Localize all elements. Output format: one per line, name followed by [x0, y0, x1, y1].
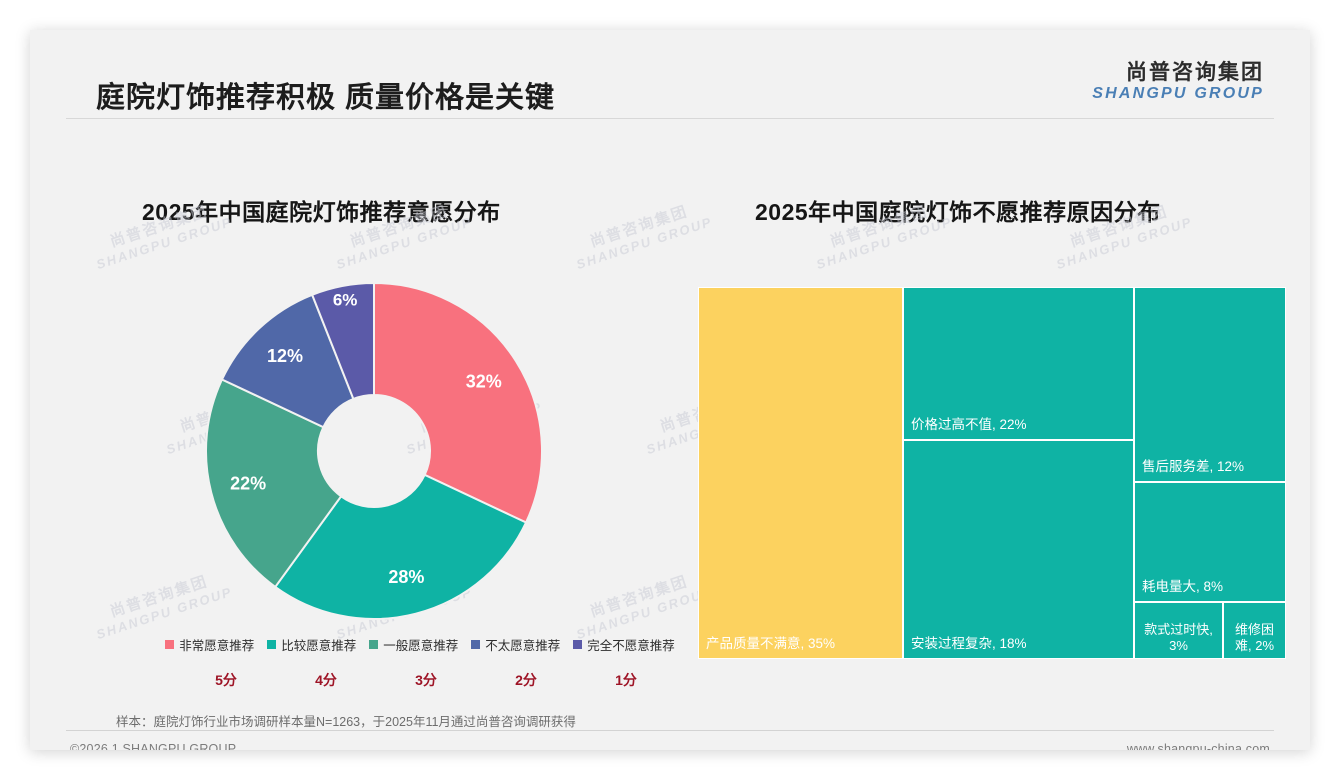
page-title: 庭院灯饰推荐积极 质量价格是关键	[96, 82, 556, 114]
score-label: 3分	[415, 672, 437, 688]
treemap-cell[interactable]: 安装过程复杂, 18%	[903, 440, 1134, 659]
treemap-cell-label: 款式过时快, 3%	[1144, 621, 1213, 653]
legend-item[interactable]: 非常愿意推荐	[165, 635, 254, 654]
treemap-cell[interactable]: 售后服务差, 12%	[1134, 287, 1286, 482]
slide-header: 庭院灯饰推荐积极 质量价格是关键 尚普咨询集团 SHANGPU GROUP	[30, 30, 1310, 122]
header-divider	[66, 118, 1274, 119]
left-chart-title: 2025年中国庭院灯饰推荐意愿分布	[142, 199, 501, 225]
donut-slice-label: 12%	[267, 346, 303, 366]
score-label: 5分	[215, 672, 237, 688]
sample-footnote: 样本：庭院灯饰行业市场调研样本量N=1263，于2025年11月通过尚普咨询调研…	[116, 715, 576, 729]
legend-label: 一般愿意推荐	[383, 639, 459, 653]
score-label: 1分	[615, 672, 637, 688]
donut-slice-label: 6%	[333, 291, 358, 310]
treemap-cell[interactable]: 款式过时快, 3%	[1134, 602, 1223, 659]
donut-slice-label: 28%	[388, 567, 424, 587]
donut-legend: 非常愿意推荐 比较愿意推荐 一般愿意推荐 不太愿意推荐 完全不愿意推荐	[150, 635, 690, 654]
legend-swatch-icon	[267, 640, 277, 649]
treemap-cell[interactable]: 耗电量大, 8%	[1134, 482, 1286, 602]
legend-label: 不太愿意推荐	[485, 639, 561, 653]
treemap-cell-label: 耗电量大, 8%	[1142, 579, 1224, 595]
legend-label: 完全不愿意推荐	[587, 639, 675, 653]
treemap-cell[interactable]: 产品质量不满意, 35%	[698, 287, 903, 659]
score-label: 4分	[315, 672, 337, 688]
brand-logo: 尚普咨询集团 SHANGPU GROUP	[1092, 61, 1264, 102]
legend-item[interactable]: 不太愿意推荐	[471, 635, 560, 654]
legend-label: 非常愿意推荐	[179, 639, 255, 653]
legend-item[interactable]: 一般愿意推荐	[369, 635, 458, 654]
treemap-cell-label: 安装过程复杂, 18%	[911, 636, 1027, 652]
donut-slice[interactable]	[220, 293, 355, 429]
treemap-chart: 产品质量不满意, 35% 价格过高不值, 22% 安装过程复杂, 18% 售后服务差,…	[698, 287, 1286, 659]
logo-english-text: SHANGPU GROUP	[1092, 84, 1264, 102]
treemap-cell[interactable]: 价格过高不值, 22%	[903, 287, 1134, 440]
treemap-cell-label: 维修困难, 2%	[1234, 621, 1274, 653]
donut-slice[interactable]	[310, 281, 375, 401]
donut-slice[interactable]	[205, 378, 343, 589]
donut-chart: 32% 28% 22% 12% 6%	[200, 277, 548, 625]
score-scale-row: 5分 4分 3分 2分 1分	[176, 670, 676, 690]
legend-swatch-icon	[165, 640, 175, 649]
treemap-cell-label: 产品质量不满意, 35%	[706, 636, 836, 652]
donut-slice[interactable]	[273, 473, 528, 620]
footer-copyright: ©2026.1 SHANGPU GROUP	[70, 742, 237, 750]
slide-canvas: 尚普咨询集团 SHANGPU GROUP 尚普咨询集团 SHANGPU GROUP 尚普…	[30, 30, 1310, 750]
legend-label: 比较愿意推荐	[281, 639, 357, 653]
legend-item[interactable]: 比较愿意推荐	[267, 635, 356, 654]
footer-divider	[66, 730, 1274, 731]
legend-swatch-icon	[573, 640, 583, 649]
right-chart-title: 2025年中国庭院灯饰不愿推荐原因分布	[755, 199, 1161, 225]
legend-item[interactable]: 完全不愿意推荐	[573, 635, 675, 654]
treemap-cell[interactable]: 维修困难, 2%	[1223, 602, 1286, 659]
treemap-cell-label: 价格过高不值, 22%	[911, 417, 1027, 433]
donut-slice-label: 22%	[230, 473, 266, 493]
donut-chart-svg: 32% 28% 22% 12% 6%	[205, 281, 543, 620]
score-label: 2分	[515, 672, 537, 688]
legend-swatch-icon	[369, 640, 379, 649]
treemap-cell-label: 售后服务差, 12%	[1142, 459, 1245, 475]
legend-swatch-icon	[471, 640, 481, 649]
donut-slice[interactable]	[373, 281, 543, 524]
logo-chinese-text: 尚普咨询集团	[1126, 61, 1264, 84]
donut-slice-label: 32%	[466, 371, 502, 391]
footer-website[interactable]: www.shangpu-china.com	[1126, 742, 1270, 750]
